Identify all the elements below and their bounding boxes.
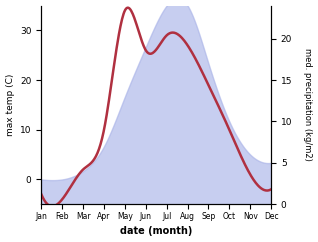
Y-axis label: max temp (C): max temp (C) (5, 74, 15, 136)
Y-axis label: med. precipitation (kg/m2): med. precipitation (kg/m2) (303, 48, 313, 161)
X-axis label: date (month): date (month) (120, 227, 192, 236)
